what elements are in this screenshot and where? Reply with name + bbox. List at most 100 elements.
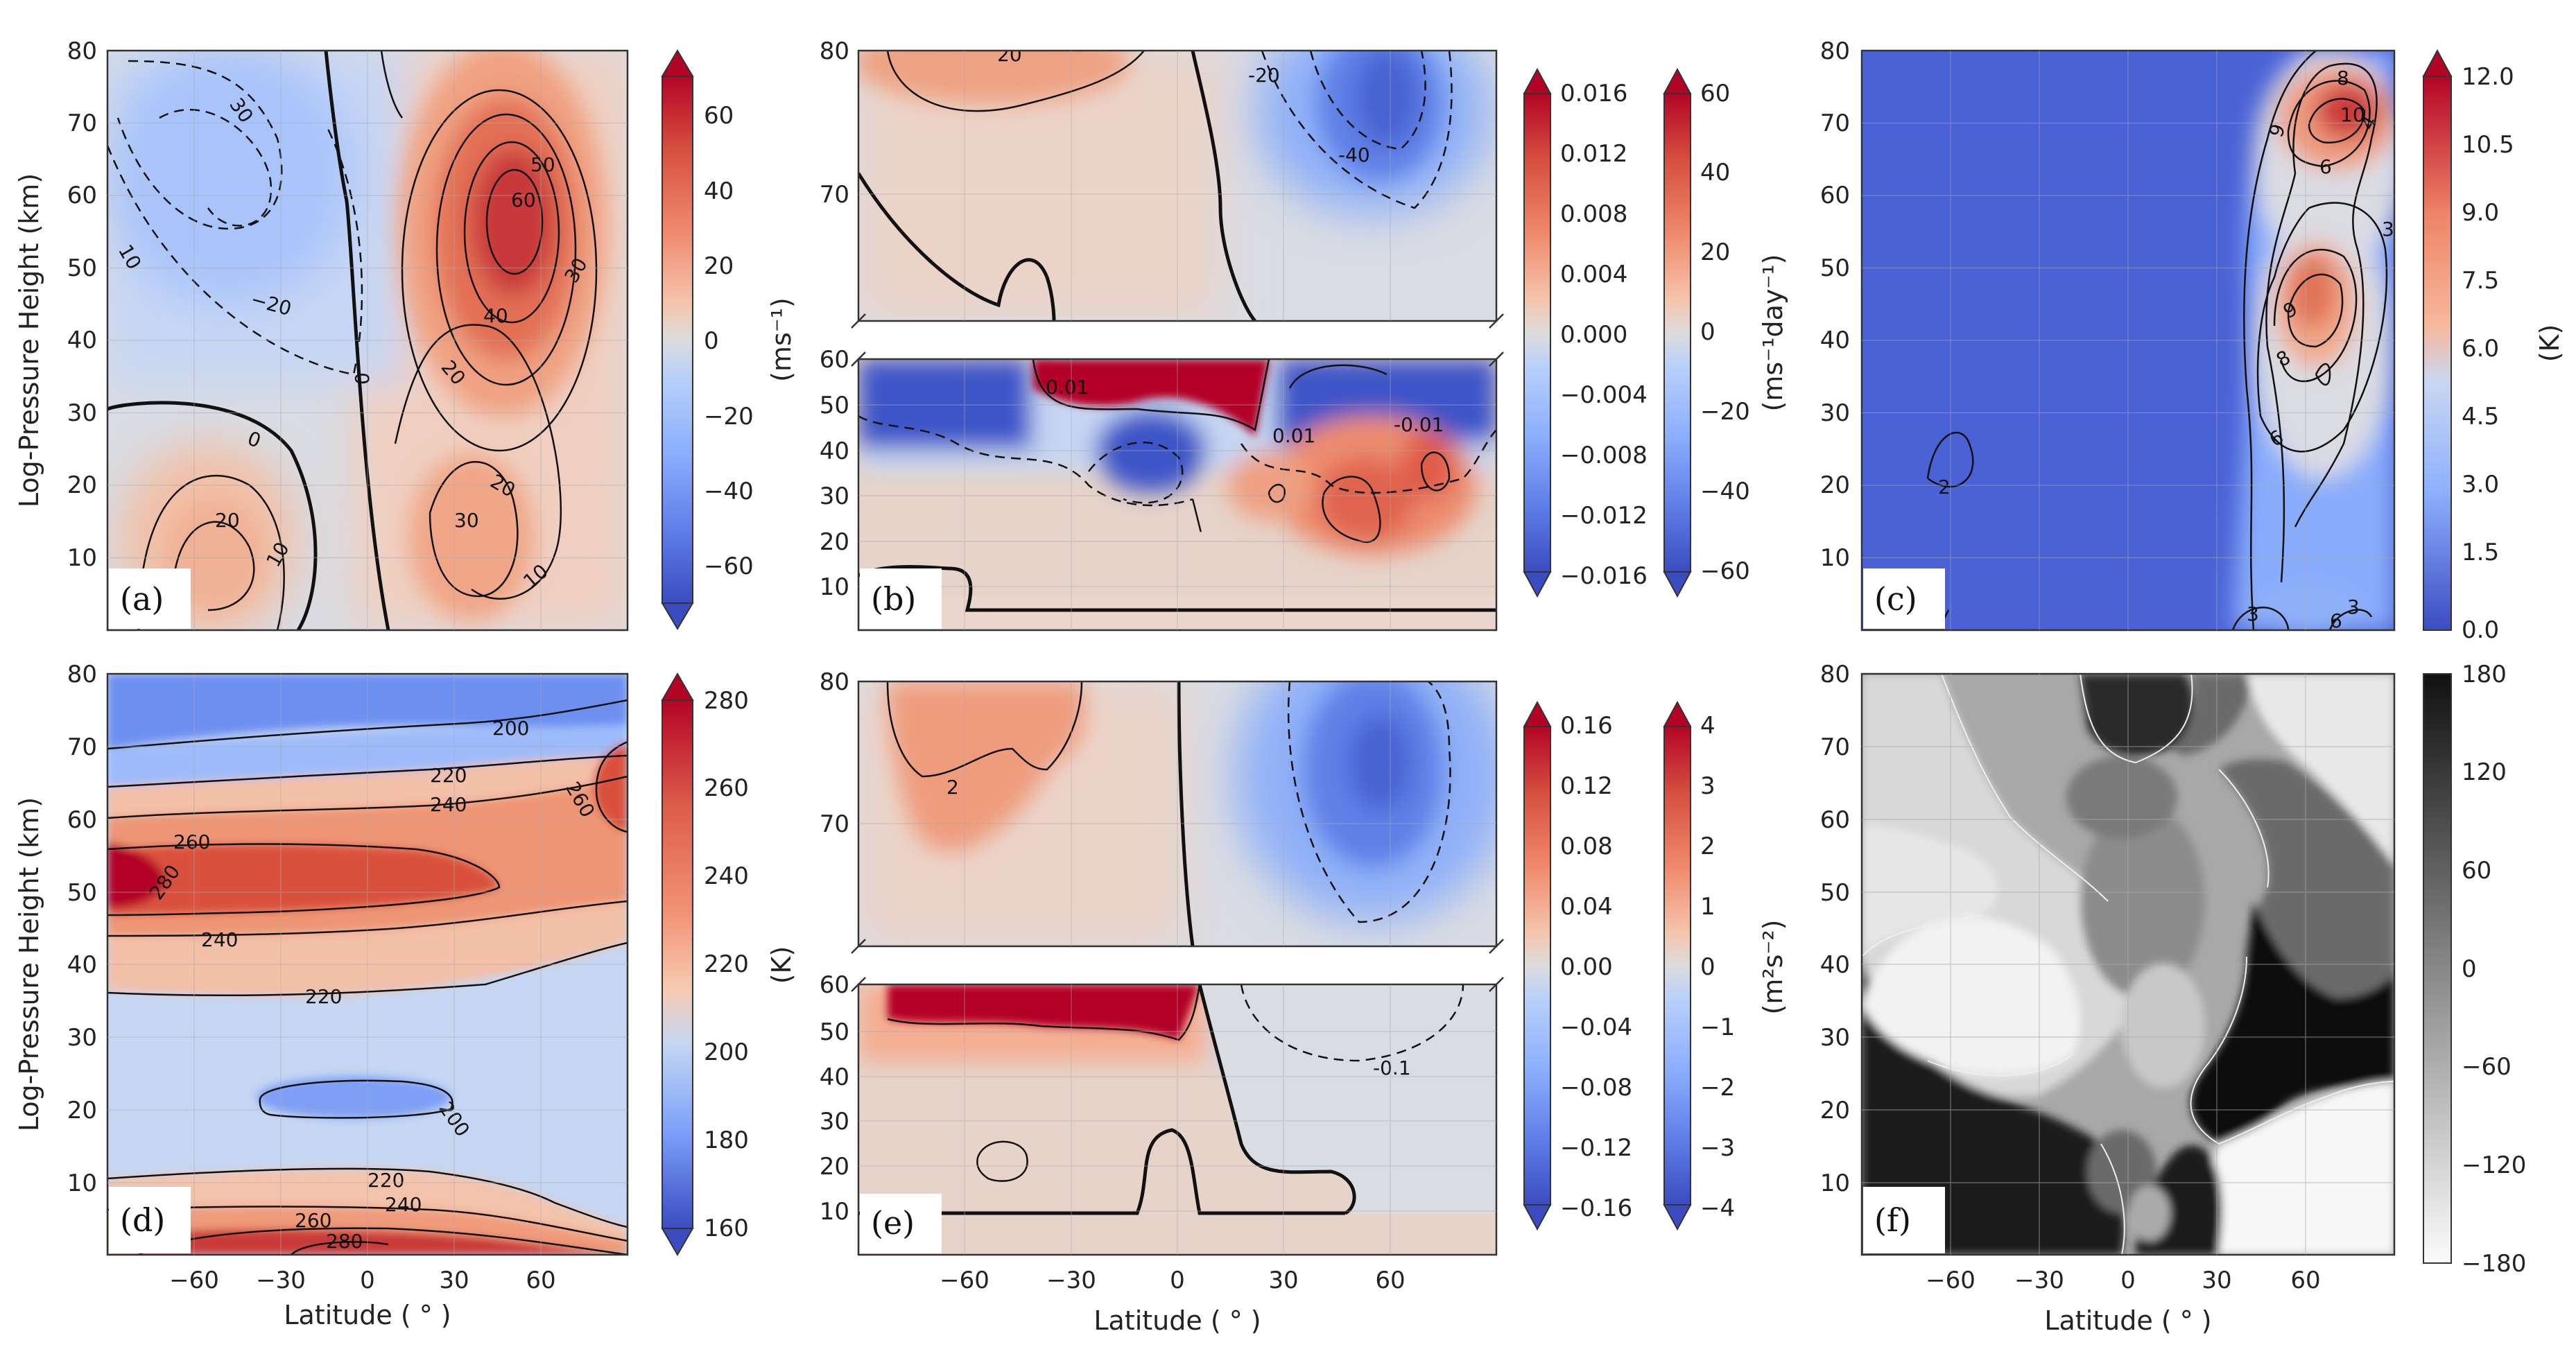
colorbar-tick: 12.0 [2462,63,2514,91]
colorbar-tick: 1.5 [2462,539,2499,566]
colorbar-tick: 2 [1700,833,1715,860]
panel-b-yaxis: 70 80 10 20 30 40 50 60 [820,37,849,601]
panel-a: 30 10 −20 0 50 60 40 30 20 20 30 10 20 1… [14,37,797,632]
y-tick: 50 [1820,254,1850,282]
y-tick: 70 [67,733,97,761]
y-tick: 30 [1820,399,1850,427]
panel-a-label: (a) [120,580,164,618]
y-tick: 60 [820,346,849,374]
y-tick: 60 [1820,182,1850,209]
y-tick: 20 [1820,471,1850,499]
colorbar-tick: 120 [2462,758,2507,786]
y-axis-label: Log-Pressure Height (km) [14,797,44,1131]
colorbar-tick: 180 [2462,661,2507,688]
colorbar-tick: 0.012 [1560,140,1627,168]
y-tick: 20 [820,528,849,556]
y-tick: 70 [820,181,849,209]
contour-label: 3 [2247,602,2259,625]
panel-d-xaxis: −60 −30 0 30 60 Latitude ( ° ) [169,1267,556,1330]
colorbar-tick: 9.0 [2462,199,2499,227]
y-tick: 80 [820,668,849,696]
colorbar-tick: 280 [704,687,749,715]
colorbar-tick: 6.0 [2462,335,2499,363]
colorbar-tick: 3.0 [2462,471,2499,498]
panel-b: 20 -20 -40 [820,37,1788,632]
y-tick: 80 [1820,37,1850,65]
y-tick: 70 [820,810,849,838]
y-tick: 50 [820,392,849,419]
y-tick: 10 [67,1170,97,1197]
y-tick: 40 [67,951,97,979]
y-tick: 20 [1820,1097,1850,1124]
x-axis-label: Latitude ( ° ) [1093,1305,1261,1336]
y-tick: 40 [1820,951,1850,979]
colorbar-tick: 0.004 [1560,261,1627,288]
panel-a-label-box [109,568,191,629]
colorbar-label: (ms⁻¹) [766,297,797,382]
y-tick: 80 [67,661,97,688]
colorbar-tick: 60 [1700,80,1730,107]
x-tick: −60 [169,1267,219,1294]
y-tick: 70 [67,110,97,137]
contour-label: 0 [351,372,374,385]
panel-c-colorbar: 12.0 10.5 9.0 7.5 6.0 4.5 3.0 1.5 0.0 (K… [2422,49,2565,644]
contour-label: -40 [1338,144,1370,166]
colorbar-tick: −20 [704,403,754,431]
y-tick: 70 [1820,110,1850,137]
contour-label: 220 [430,764,467,787]
colorbar-tick: −0.12 [1560,1134,1632,1162]
panel-d: 200 220 240 260 260 280 240 220 200 220 … [14,661,797,1330]
y-tick: 30 [820,1108,849,1136]
panel-d-grid [107,674,628,1255]
x-tick: 60 [2290,1267,2320,1294]
panel-b-colorbar-right: 60 40 20 0 −20 −40 −60 (ms⁻¹day⁻¹) [1663,67,1788,598]
colorbar-tick: −0.016 [1560,562,1648,590]
contour-label: -0.1 [1373,1057,1411,1079]
colorbar-tick: −1 [1700,1014,1735,1041]
x-tick: −30 [2014,1267,2064,1294]
colorbar-tick: 0.12 [1560,772,1613,800]
contour-label: 30 [454,509,479,532]
panel-b-grid [858,51,1496,630]
colorbar-tick: −40 [704,478,754,505]
colorbar-tick: 60 [2462,857,2491,885]
contour-label: 240 [430,793,467,816]
colorbar-tick: 0 [1700,318,1715,346]
contour-label: 10 [2340,103,2365,126]
colorbar-tick: 40 [704,177,734,205]
colorbar-tick: 4.5 [2462,403,2499,431]
y-tick: 60 [820,971,849,999]
panel-e-label-box [860,1194,942,1253]
y-tick: 10 [1820,544,1850,572]
colorbar-tick: 0 [1700,953,1715,981]
x-tick: −30 [1046,1267,1096,1294]
x-axis-label: Latitude ( ° ) [284,1300,451,1330]
panel-e-grid [858,681,1496,1255]
colorbar-tick: 0.008 [1560,200,1627,228]
y-tick: 80 [820,37,849,65]
y-tick: 50 [67,254,97,282]
y-tick: 30 [820,482,849,510]
y-tick: 10 [1820,1170,1850,1197]
panel-e-axis-break [851,939,1504,992]
contour-label: 60 [511,189,536,211]
colorbar-tick: 20 [1700,238,1730,266]
panel-f-grid [1862,674,2394,1255]
panel-e-colorbar-left: 0.16 0.12 0.08 0.04 0.00 −0.04 −0.08 −0.… [1523,700,1632,1231]
colorbar-tick: 0.04 [1560,893,1613,921]
x-tick: −30 [256,1267,306,1294]
y-tick: 40 [67,327,97,354]
colorbar-tick: 3 [1700,772,1715,800]
y-tick: 80 [1820,661,1850,688]
contour-label: 20 [215,509,240,532]
panel-a-colorbar: 60 40 20 0 −20 −40 −60 (ms⁻¹) [661,49,797,630]
panel-c: 8 10 9 4 6 9 8 6 2 3 6 3 3 (c) 10 20 30 … [1820,37,2565,644]
y-tick: 40 [1820,327,1850,354]
panel-e-yaxis: 70 80 10 20 30 40 50 60 [820,668,849,1226]
colorbar-tick: 200 [704,1038,749,1066]
contour-label: 260 [173,831,210,853]
colorbar-tick: −120 [2462,1151,2526,1179]
colorbar-tick: 60 [704,102,734,130]
panel-f: (f) 10 20 30 40 50 60 70 80 −60 −30 0 30… [1820,661,2527,1336]
colorbar-tick: 160 [704,1215,749,1242]
